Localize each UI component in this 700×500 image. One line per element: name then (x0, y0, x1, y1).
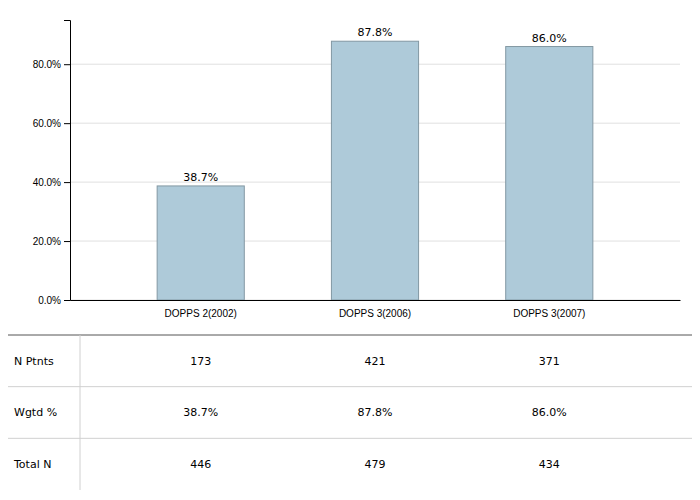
y-tick-mark (64, 300, 70, 301)
y-axis-line (64, 21, 71, 301)
table-row-line (8, 386, 692, 387)
table: N Ptnts 173 421 371 Wgtd % 38.7% 87.8% 86.0% Tot… (8, 335, 692, 490)
y-tick-mark (64, 123, 70, 124)
table-cell: 86.0% (532, 406, 567, 419)
y-tick: 40.0% (33, 177, 70, 188)
table-cell: 421 (365, 355, 386, 368)
table-row-label: N Ptnts (14, 355, 54, 368)
data-label: 87.8% (358, 26, 393, 39)
y-tick-label: 80.0% (33, 59, 61, 70)
table-cell: 446 (190, 458, 211, 471)
x-tick: DOPPS 2(2002) (165, 300, 237, 319)
y-tick-label: 0.0% (38, 295, 61, 306)
y-tick-label: 20.0% (33, 236, 61, 247)
y-tick-mark (64, 64, 70, 65)
bar (506, 47, 593, 300)
table-cell: 38.7% (183, 406, 218, 419)
table-row-label: Total N (13, 458, 51, 471)
y-tick: 20.0% (33, 236, 70, 247)
bar (331, 41, 418, 300)
table-row-line (8, 438, 692, 439)
data-label: 38.7% (183, 171, 218, 184)
x-tick-label: DOPPS 3(2007) (513, 308, 585, 319)
x-axis: DOPPS 2(2002) DOPPS 3(2006) DOPPS 3(2007) (71, 300, 681, 319)
y-tick-mark (64, 241, 70, 242)
y-tick-mark (64, 182, 70, 183)
bars (157, 41, 593, 300)
table-column-line (80, 335, 81, 490)
y-tick-label: 40.0% (33, 177, 61, 188)
table-cell: 173 (190, 355, 211, 368)
x-tick: DOPPS 3(2007) (513, 300, 585, 319)
y-tick: 60.0% (33, 118, 70, 129)
table-cell: 479 (365, 458, 386, 471)
table-top-line (8, 335, 692, 336)
x-tick: DOPPS 3(2006) (339, 300, 411, 319)
bar (157, 186, 244, 300)
chart: 0.0%20.0%40.0%60.0%80.0%DOPPS 2(2002)DOP… (0, 0, 700, 500)
y-axis: 0.0% 20.0% 40.0% 60.0% 80.0% (33, 21, 71, 306)
table-row-label: Wgtd % (14, 406, 57, 419)
y-tick: 80.0% (33, 59, 70, 70)
y-tick-label: 60.0% (33, 118, 61, 129)
data-labels: 38.7% 87.8% 86.0% (183, 26, 567, 184)
data-label: 86.0% (532, 32, 567, 45)
table-cell: 434 (539, 458, 560, 471)
x-tick-label: DOPPS 3(2006) (339, 308, 411, 319)
x-axis-line (71, 300, 681, 301)
table-cell: 87.8% (358, 406, 393, 419)
x-tick-label: DOPPS 2(2002) (165, 308, 237, 319)
table-cell: 371 (539, 355, 560, 368)
y-tick: 0.0% (38, 295, 70, 306)
